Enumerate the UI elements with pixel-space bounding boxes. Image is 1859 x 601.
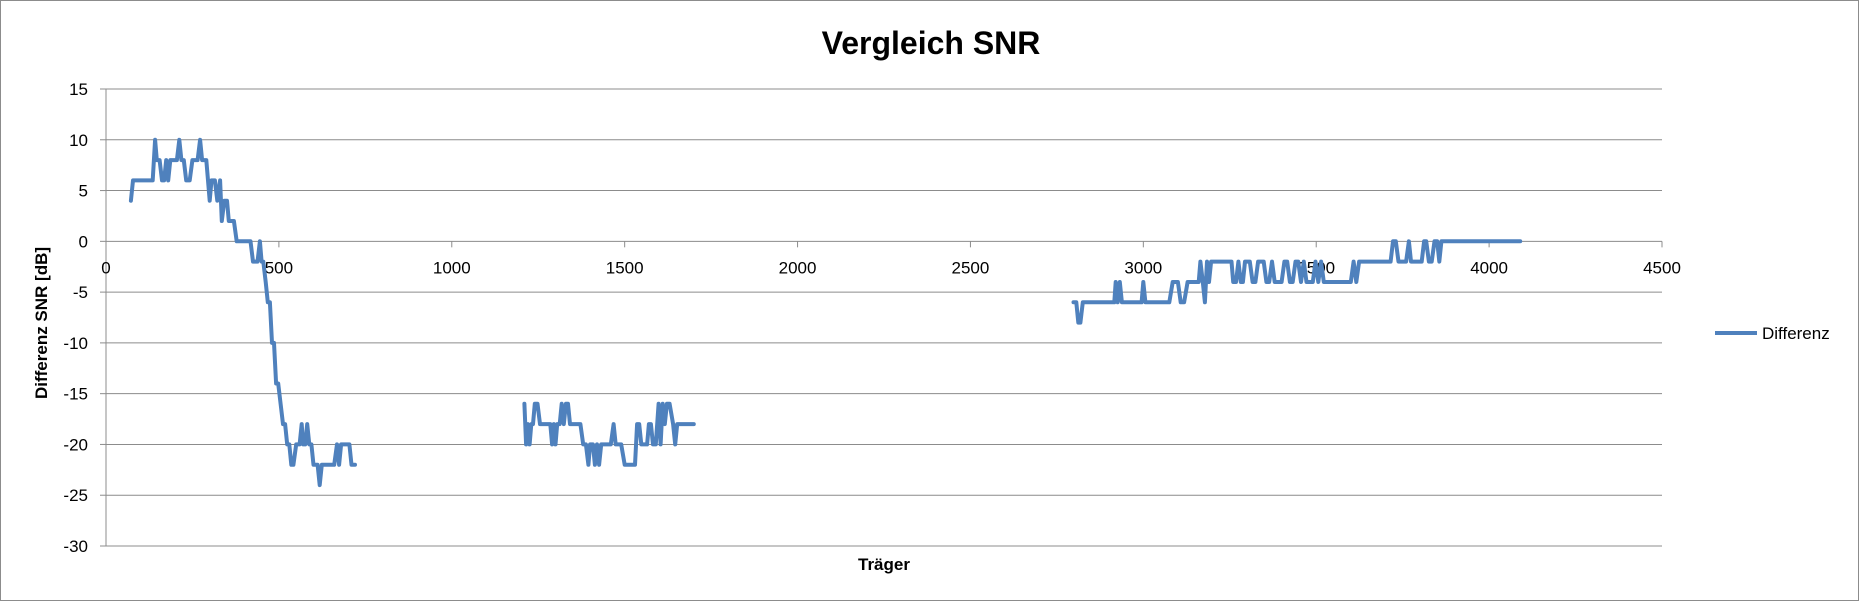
grid-lines [106, 88, 1662, 547]
x-tick-label: 4000 [1470, 258, 1508, 277]
x-tick-label: 2000 [779, 258, 817, 277]
series-line-segment-2 [522, 401, 696, 467]
x-tick-label: 3000 [1124, 258, 1162, 277]
legend: Differenz [1715, 324, 1830, 343]
y-tick-label: -30 [63, 537, 88, 556]
y-tick-label: 5 [79, 182, 88, 201]
y-tick-label: 10 [69, 131, 88, 150]
y-tick-label: 0 [79, 232, 88, 251]
series-differenz [128, 137, 1523, 488]
series-line-segment-3 [1071, 239, 1523, 325]
y-tick-label: -25 [63, 486, 88, 505]
x-tick-label: 1000 [433, 258, 471, 277]
y-tick-label: -20 [63, 435, 88, 454]
x-axis-label: Träger [858, 555, 910, 574]
legend-label-differenz: Differenz [1762, 324, 1830, 343]
x-tick-label: 1500 [606, 258, 644, 277]
x-axis: 0 500 1000 1500 2000 2500 3000 3500 4000 4500 [101, 240, 1681, 277]
y-axis-label: Differenz SNR [dB] [32, 247, 51, 399]
x-tick-label: 0 [101, 258, 110, 277]
x-tick-label: 4500 [1643, 258, 1681, 277]
chart-title: Vergleich SNR [822, 25, 1041, 61]
x-tick-label: 500 [265, 258, 293, 277]
y-tick-label: -15 [63, 385, 88, 404]
series-line-segment-1 [128, 137, 357, 488]
x-tick-label: 2500 [952, 258, 990, 277]
y-tick-label: -5 [73, 283, 88, 302]
y-tick-label: -10 [63, 334, 88, 353]
y-tick-label: 15 [69, 80, 88, 99]
y-axis: 15 10 5 0 -5 -10 -15 -20 -25 -30 [63, 80, 107, 556]
